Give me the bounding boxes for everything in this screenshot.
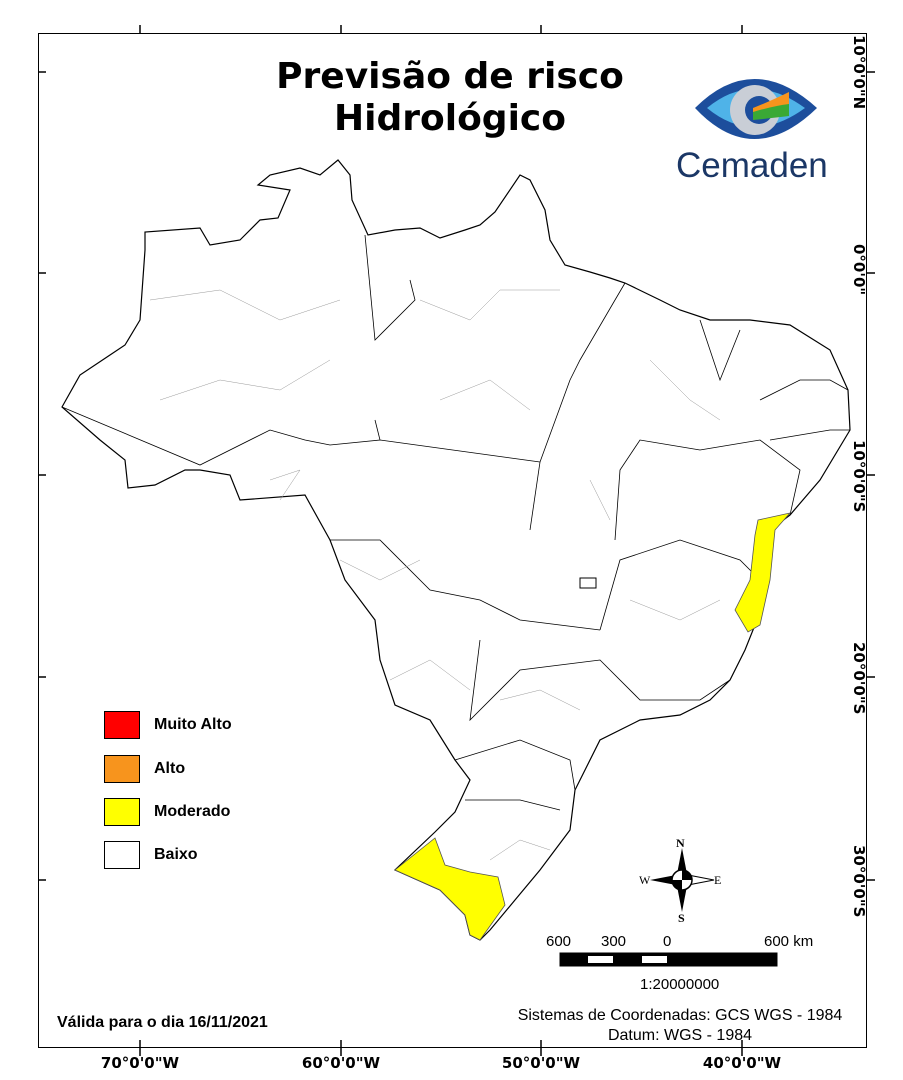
lat-label: 10°0'0"N: [850, 35, 868, 110]
scale-label: 600: [546, 933, 572, 950]
lat-label: 10°0'0"S: [850, 440, 868, 513]
datum: Datum: WGS - 1984: [607, 1027, 753, 1044]
legend-item-moderado: Moderado: [104, 798, 230, 826]
title-line-1: Previsão de risco: [276, 56, 624, 97]
legend-item-baixo: Baixo: [104, 841, 198, 869]
lon-label: 40°0'0"W: [702, 1054, 782, 1072]
valid-date: Válida para o dia 16/11/2021: [57, 1014, 268, 1031]
legend-label: Alto: [154, 760, 186, 777]
scale-label: 300: [601, 933, 627, 950]
logo-text: Cemaden: [676, 146, 828, 185]
risk-area-bahia-moderado: [734, 512, 792, 633]
cemaden-logo-icon: [695, 79, 817, 139]
federal-district: [579, 577, 597, 589]
lon-label: 70°0'0"W: [100, 1054, 180, 1072]
compass-east-label: E: [714, 873, 722, 887]
lat-label: 20°0'0"S: [850, 642, 868, 715]
lat-label: 0°0'0": [850, 244, 868, 296]
legend-label: Muito Alto: [154, 716, 232, 733]
map-title: Previsão de risco Hidrológico: [220, 56, 680, 140]
map-frame: [38, 33, 867, 1048]
compass-icon: [650, 848, 715, 912]
legend-swatch: [104, 755, 140, 783]
legend-item-muito-alto: Muito Alto: [104, 711, 232, 739]
legend-swatch: [104, 841, 140, 869]
legend-swatch: [104, 798, 140, 826]
compass-west-label: W: [639, 873, 651, 887]
legend-label: Moderado: [154, 803, 231, 820]
compass-north-label: N: [676, 836, 685, 850]
legend-item-alto: Alto: [104, 755, 185, 783]
legend-label: Baixo: [154, 846, 198, 863]
risk-area-rs-moderado: [394, 837, 506, 941]
state-boundaries: [61, 234, 850, 811]
axis-ticks: [38, 25, 875, 1056]
title-line-2: Hidrológico: [334, 98, 566, 139]
lat-label: 30°0'0"S: [850, 845, 868, 918]
brazil-outline: [61, 159, 851, 941]
lon-label: 50°0'0"W: [501, 1054, 581, 1072]
scale-label: 0: [663, 933, 672, 950]
legend-swatch: [104, 711, 140, 739]
compass-south-label: S: [678, 911, 685, 925]
scale-bar: [559, 952, 778, 967]
municipal-boundaries: [149, 289, 721, 861]
coordinate-system: Sistemas de Coordenadas: GCS WGS - 1984: [517, 1007, 843, 1024]
lon-label: 60°0'0"W: [301, 1054, 381, 1072]
coordinate-info: Sistemas de Coordenadas: GCS WGS - 1984 …: [490, 1006, 870, 1046]
scale-ratio: 1:20000000: [640, 976, 720, 993]
scale-label: 600 km: [764, 933, 814, 950]
